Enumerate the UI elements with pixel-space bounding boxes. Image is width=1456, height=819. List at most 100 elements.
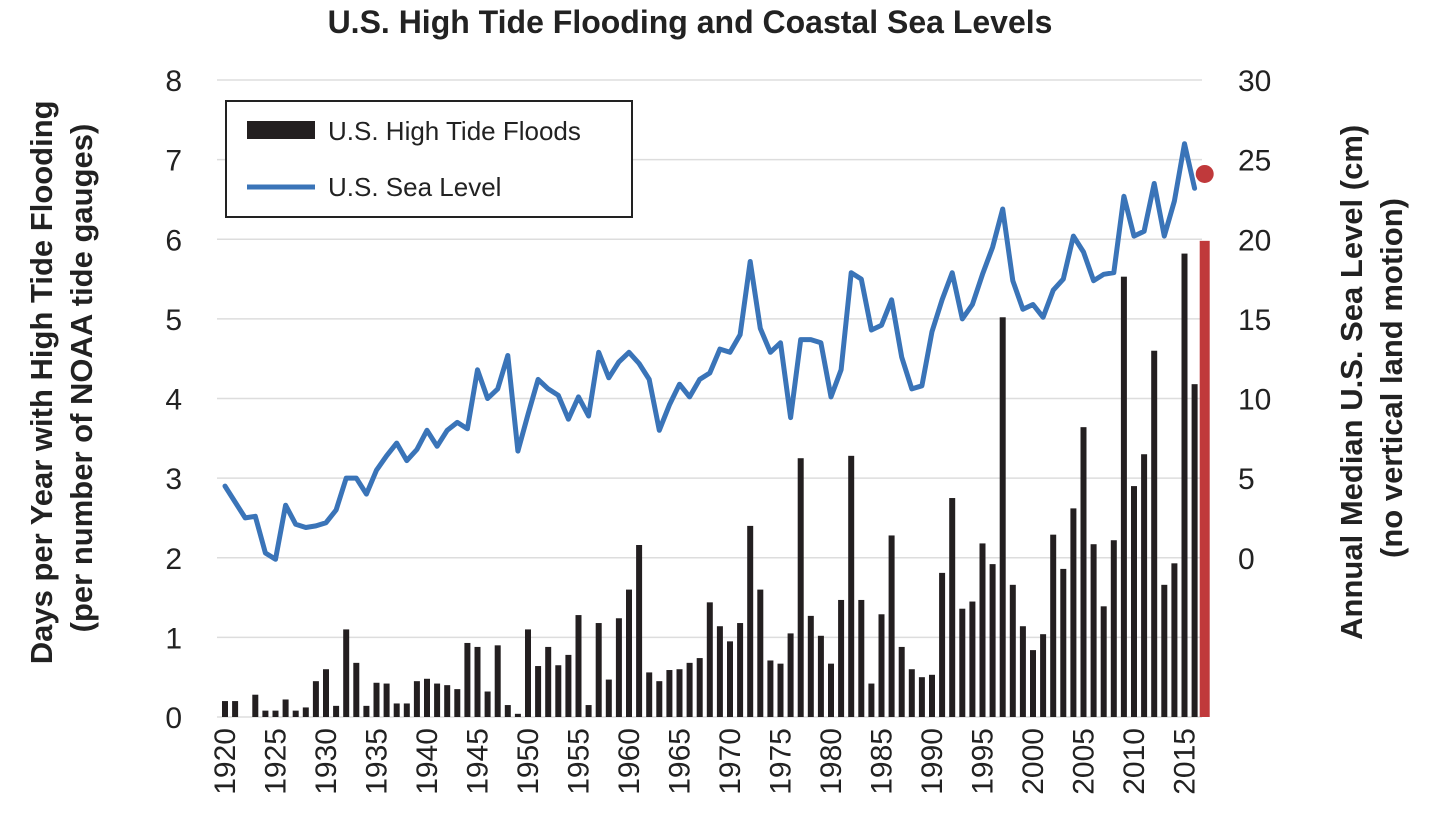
flood-bar: [565, 654, 572, 717]
sea-level-polyline: [222, 141, 1198, 562]
flood-bar: [323, 669, 329, 717]
flood-bar: [252, 694, 259, 717]
flood-bar: [817, 635, 824, 717]
flood-bar: [727, 641, 733, 717]
y2-tick-label: 5: [1238, 463, 1255, 496]
y-tick-label: 2: [165, 543, 182, 576]
flood-bar: [939, 572, 946, 717]
flood-bar: [666, 670, 673, 717]
x-tick-label: 1985: [866, 728, 899, 795]
x-tick-label: 1960: [613, 728, 646, 795]
flood-bar: [1060, 568, 1067, 717]
flood-bar: [959, 608, 966, 717]
flood-bar: [868, 683, 875, 717]
flood-bar: [1151, 350, 1158, 717]
flood-bar: [393, 703, 400, 717]
flood-bar: [1080, 427, 1087, 717]
flood-bar: [747, 525, 754, 717]
flood-bar: [1171, 563, 1178, 717]
flood-bar: [676, 669, 683, 717]
x-tick-label: 1975: [765, 728, 798, 795]
x-tick-label: 1945: [462, 728, 495, 795]
flood-bar: [373, 682, 380, 717]
y-tick-label: 7: [165, 145, 182, 178]
latest-year-highlight: [1195, 164, 1214, 717]
flood-bar: [737, 623, 744, 717]
flood-bar: [1090, 544, 1097, 717]
x-tick-label: 1965: [664, 728, 697, 795]
flood-bars: [222, 253, 1198, 717]
flood-bar: [636, 545, 643, 717]
flood-bar: [979, 543, 986, 717]
flood-bar: [413, 681, 420, 717]
flood-bar: [474, 646, 481, 717]
flood-bar: [312, 681, 319, 717]
x-tick-label: 1920: [209, 728, 242, 795]
flood-bar: [858, 599, 865, 717]
flood-bar: [1131, 486, 1137, 717]
y-tick-label: 4: [165, 384, 182, 417]
x-tick-label: 2015: [1169, 728, 1202, 795]
flood-bar: [262, 710, 269, 717]
flood-bar: [848, 455, 855, 717]
flood-bar: [504, 705, 511, 717]
flood-bar: [807, 615, 814, 717]
legend-box: [225, 100, 633, 218]
y-tick-label: 8: [165, 65, 182, 98]
legend: U.S. High Tide Floods U.S. Sea Level: [225, 100, 633, 218]
flood-bar: [272, 710, 279, 717]
flood-bar: [1100, 606, 1107, 717]
flood-bar: [525, 629, 531, 717]
flood-bar: [656, 681, 663, 717]
flood-bar: [1030, 650, 1036, 717]
flood-bar: [434, 683, 441, 717]
flood-bar: [908, 669, 915, 717]
y-axis-left-title-line-1: Days per Year with High Tide Flooding: [24, 100, 59, 664]
y2-tick-label: 20: [1238, 224, 1271, 257]
x-tick-label: 2010: [1118, 728, 1151, 795]
flood-bar: [1070, 508, 1077, 717]
flood-bar: [716, 626, 723, 717]
y-axis-right-title: Annual Median U.S. Sea Level (cm) (no ve…: [1334, 116, 1409, 640]
flood-bar: [828, 663, 834, 717]
x-tick-label: 1940: [411, 728, 444, 795]
flood-bar: [605, 679, 612, 717]
flood-bar: [1161, 584, 1168, 717]
flood-bar: [343, 629, 350, 717]
flood-bar: [585, 705, 592, 717]
flood-bar: [595, 623, 602, 717]
x-tick-label: 1925: [260, 728, 293, 795]
x-axis-ticks: 1920 1925 1930 1935 1940 1945 1950 1955 1960 1965…: [209, 728, 1202, 795]
y2-tick-label: 0: [1238, 543, 1255, 576]
flood-bar: [353, 662, 360, 717]
flood-bar: [464, 642, 471, 717]
flood-bar: [888, 535, 895, 717]
x-tick-label: 1930: [310, 728, 343, 795]
flood-bar: [1191, 384, 1198, 717]
legend-label-floods: U.S. High Tide Floods: [328, 116, 581, 146]
y-axis-right-ticks: 0 5 10 15 20 25 30: [1238, 65, 1271, 576]
flood-bar: [989, 564, 996, 717]
flood-bar: [757, 589, 764, 717]
y-tick-label: 0: [165, 702, 182, 735]
flood-bar: [444, 685, 451, 717]
flood-bar: [626, 589, 632, 717]
flood-bar: [878, 614, 885, 717]
flood-bar: [403, 703, 410, 717]
flood-bar: [292, 710, 299, 717]
flood-bar: [555, 665, 562, 717]
flood-bar: [686, 662, 693, 717]
flood-bar: [797, 458, 804, 717]
legend-label-sea-level: U.S. Sea Level: [328, 172, 501, 202]
flood-bar: [777, 663, 784, 717]
flood-bar: [363, 705, 370, 717]
flood-bar: [514, 713, 521, 717]
y2-tick-label: 15: [1238, 304, 1271, 337]
y-axis-right-title-line-1: Annual Median U.S. Sea Level (cm): [1334, 125, 1369, 640]
flood-bar: [969, 601, 976, 717]
flood-bar: [999, 317, 1006, 717]
flood-bar: [424, 678, 430, 717]
flood-bar: [1110, 540, 1117, 717]
legend-bar-swatch: [247, 121, 315, 139]
flood-bar: [696, 658, 703, 717]
